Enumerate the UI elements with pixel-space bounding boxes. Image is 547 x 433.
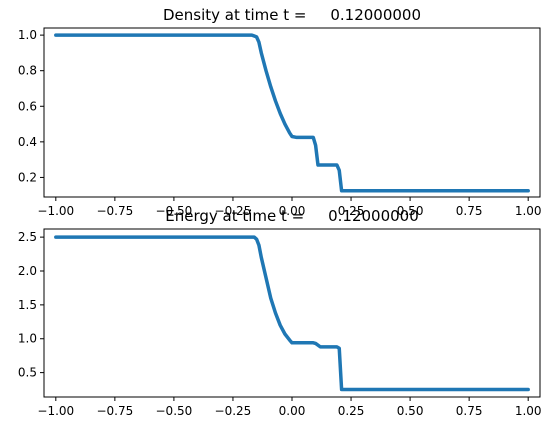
density-axes-frame	[43, 27, 541, 198]
density-series-line	[54, 33, 530, 193]
energy-x-tick-label: 0.75	[456, 404, 483, 418]
density-x-tick-label: 0.50	[397, 204, 424, 218]
density-x-tick-label: 0.25	[338, 204, 365, 218]
density-x-tick-label: 0.00	[279, 204, 306, 218]
energy-x-tick-label: −0.25	[215, 404, 252, 418]
density-y-tick-label: 0.4	[18, 135, 37, 149]
density-x-tick-label: −1.00	[37, 204, 74, 218]
density-x-tick-label: −0.75	[96, 204, 133, 218]
energy-x-tick-label: −0.75	[96, 404, 133, 418]
density-x-tick-label: 0.75	[456, 204, 483, 218]
density-y-tick-label: 0.8	[18, 64, 37, 78]
energy-x-tick-label: −0.50	[156, 404, 193, 418]
energy-y-tick-label: 2.5	[18, 230, 37, 244]
density-x-tick-label: −0.50	[156, 204, 193, 218]
density-y-tick-label: 0.6	[18, 99, 37, 113]
density-x-tick-label: −0.25	[215, 204, 252, 218]
energy-x-tick-label: 1.00	[515, 404, 542, 418]
density-y-tick-label: 0.2	[18, 170, 37, 184]
energy-y-tick-label: 0.5	[18, 366, 37, 380]
energy-x-tick-label: −1.00	[37, 404, 74, 418]
density-y-tick-label: 1.0	[18, 28, 37, 42]
energy-axes-frame	[43, 228, 541, 398]
energy-x-tick-label: 0.50	[397, 404, 424, 418]
energy-y-tick-label: 1.0	[18, 332, 37, 346]
energy-title: Energy at time t = 0.12000000	[165, 207, 419, 225]
density-title: Density at time t = 0.12000000	[163, 6, 421, 24]
energy-y-tick-label: 2.0	[18, 264, 37, 278]
energy-y-tick-label: 1.5	[18, 298, 37, 312]
density-plot: −1.00 −0.75 −0.50 −0.25 0.00 0.25 0.50 0.75 1.00…	[18, 6, 542, 218]
density-x-tick-label: 1.00	[515, 204, 542, 218]
energy-x-tick-label: 0.00	[279, 404, 306, 418]
energy-x-tick-label: 0.25	[338, 404, 365, 418]
energy-series-line	[54, 235, 530, 392]
energy-plot: −1.00 −0.75 −0.50 −0.25 0.00 0.25 0.50 0.75 1.00…	[18, 207, 542, 418]
